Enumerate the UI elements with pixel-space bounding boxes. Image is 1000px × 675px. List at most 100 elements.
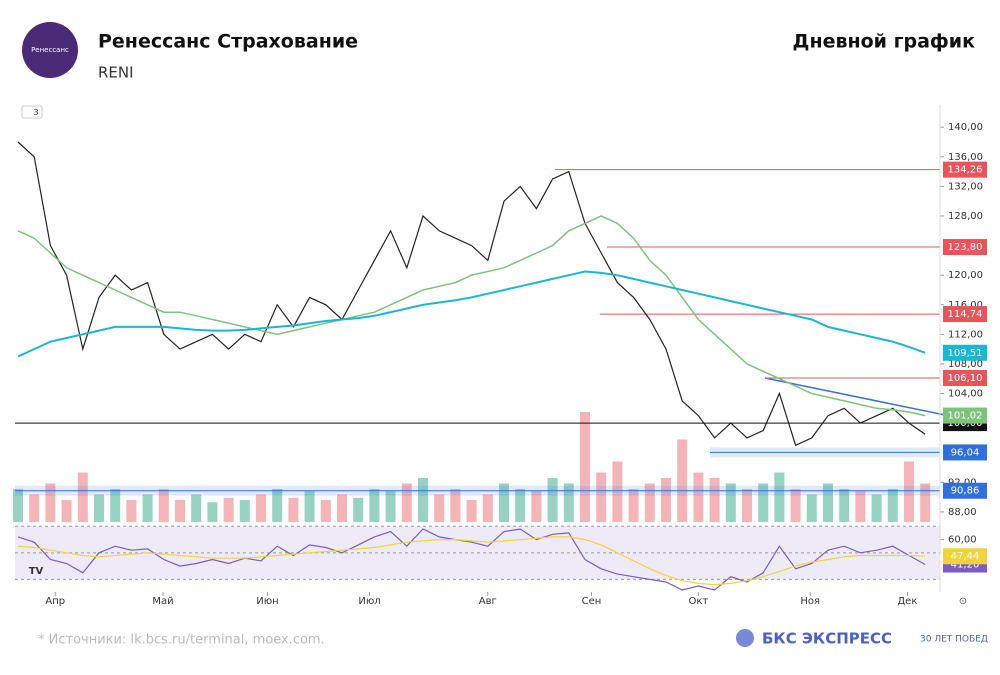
volume-bar — [401, 483, 412, 522]
volume-bar — [223, 497, 234, 522]
volume-bar — [742, 489, 752, 522]
level-marker — [943, 369, 987, 386]
volume-bar — [790, 489, 801, 522]
y-tick-label: 104,00 — [948, 389, 983, 400]
volume-bar — [450, 489, 461, 522]
volume-bar — [304, 491, 315, 522]
volume-bar — [758, 483, 769, 522]
source: * Источники: lk.bcs.ru/terminal, moex.co… — [38, 633, 325, 648]
volume-bar — [13, 489, 23, 522]
series-line — [17, 215, 926, 417]
volume-bar — [612, 461, 623, 522]
level-label: 100,00 — [948, 418, 983, 429]
volume-bar — [709, 478, 720, 522]
level-label: 134,26 — [948, 165, 983, 176]
volume-bar — [547, 478, 558, 522]
level-marker — [943, 306, 987, 323]
volume-bar — [920, 483, 931, 522]
brand-tag: 30 ЛЕТ ПОБЕД — [920, 635, 988, 645]
x-tick-label: Май — [152, 596, 173, 607]
volume-bar — [596, 472, 607, 522]
end-label: 41,20 — [951, 560, 980, 571]
volume-bar — [434, 494, 445, 522]
volume-bar — [774, 472, 785, 522]
volume-bar — [531, 491, 542, 522]
volume-bar — [256, 494, 266, 522]
x-tick-label: Ноя — [800, 596, 820, 607]
y-tick-label: 132,00 — [948, 181, 983, 192]
y-tick-label: 88,00 — [948, 507, 977, 518]
x-tick-label: Апр — [45, 596, 65, 607]
brand-logo — [736, 629, 754, 647]
x-tick-label: Июн — [256, 596, 278, 607]
end-label: 109,51 — [948, 348, 983, 359]
ticker: RENI — [98, 64, 134, 82]
volume-bar — [45, 483, 56, 522]
y-tick-label: 128,00 — [948, 211, 983, 222]
volume-bar — [482, 494, 493, 522]
level-marker — [943, 482, 987, 499]
level-marker — [943, 239, 987, 256]
badge: 3 — [33, 108, 38, 117]
volume-bar — [320, 500, 331, 522]
x-tick-label: Авг — [479, 596, 497, 607]
volume-bar — [175, 500, 185, 522]
volume-bar — [272, 489, 283, 522]
y-tick-label: 140,00 — [948, 122, 983, 133]
volume-bar — [207, 502, 218, 522]
settings-icon[interactable]: ⊙ — [959, 596, 967, 607]
x-tick-label: Июл — [358, 596, 380, 607]
volume-bar — [94, 494, 104, 522]
volume-bar — [644, 483, 655, 522]
title: Ренессанс Страхование — [98, 31, 358, 53]
volume-bar — [661, 478, 671, 522]
volume-bar — [385, 491, 396, 522]
volume-bar — [677, 439, 688, 522]
level-label: 106,10 — [948, 373, 983, 384]
level-label: 90,86 — [951, 486, 980, 497]
y-tick-label: 60,00 — [948, 535, 977, 546]
volume-bar — [887, 489, 898, 522]
volume-bar — [466, 500, 477, 522]
volume-bar — [628, 489, 639, 522]
level-marker — [943, 161, 987, 178]
badge-box — [21, 105, 43, 119]
volume-bar — [29, 494, 40, 522]
volume-bar — [563, 483, 574, 522]
volume-bar — [580, 412, 590, 522]
volume-bar — [288, 497, 299, 522]
volume-bar — [353, 497, 364, 522]
period: Дневной график — [793, 31, 976, 53]
volume-bar — [337, 494, 347, 522]
volume-bar — [158, 489, 169, 522]
volume-bar — [142, 494, 153, 522]
volume-bar — [725, 483, 736, 522]
volume-bar — [239, 500, 250, 522]
series-line — [17, 270, 926, 358]
trend-line — [764, 377, 946, 416]
level-marker — [943, 444, 987, 461]
series-line — [17, 528, 926, 591]
end-marker — [943, 344, 987, 361]
x-tick-label: Сен — [582, 596, 602, 607]
y-tick-label: 116,00 — [948, 300, 983, 311]
volume-bar — [806, 494, 817, 522]
volume-bar — [191, 494, 202, 522]
level-label: 114,74 — [948, 309, 983, 320]
volume-bar — [693, 472, 704, 522]
volume-bar — [839, 489, 850, 522]
end-label: 47,44 — [951, 551, 980, 562]
y-tick-label: 108,00 — [948, 359, 983, 370]
volume-bar — [904, 461, 914, 522]
volume-bar — [515, 489, 526, 522]
volume-bar — [855, 491, 866, 522]
y-tick-label: 120,00 — [948, 270, 983, 281]
volume-bar — [126, 500, 137, 522]
volume-bar — [418, 478, 428, 522]
level-label: 96,04 — [951, 447, 980, 458]
series-line — [17, 141, 926, 447]
logo — [22, 22, 78, 78]
end-marker — [943, 407, 987, 424]
